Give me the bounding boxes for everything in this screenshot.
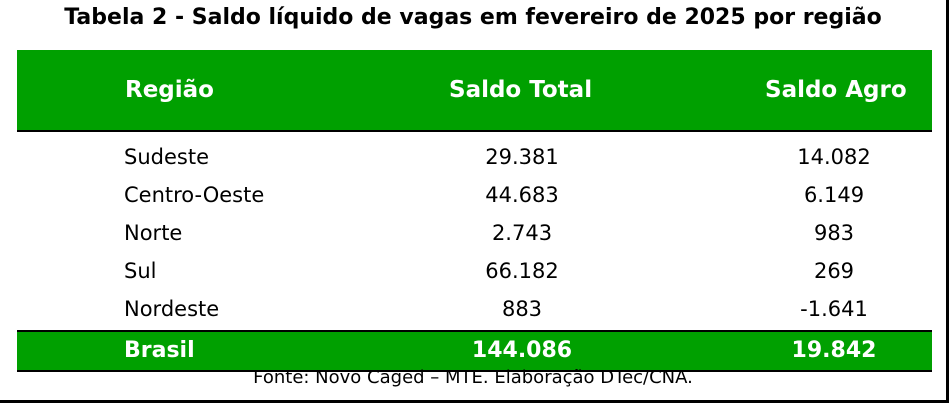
table-row: Sudeste 29.381 14.082	[17, 138, 932, 176]
cell-region: Sul	[124, 259, 157, 283]
table-row: Norte 2.743 983	[17, 214, 932, 252]
cell-saldo-agro: 14.082	[797, 145, 871, 169]
table-row: Nordeste 883 -1.641	[17, 290, 932, 328]
cell-saldo-agro: 269	[813, 259, 855, 283]
cell-saldo-total: 883	[501, 297, 543, 321]
cell-saldo-total: 2.743	[491, 221, 553, 245]
cell-region: Nordeste	[124, 297, 220, 321]
table-row: Sul 66.182 269	[17, 252, 932, 290]
cell-saldo-total: 44.683	[485, 183, 559, 207]
data-table: Região Saldo Total Saldo Agro Sudeste 29…	[17, 50, 932, 372]
table-body: Sudeste 29.381 14.082 Centro-Oeste 44.68…	[17, 132, 932, 328]
table-header: Região Saldo Total Saldo Agro	[17, 50, 932, 132]
cell-saldo-total: 66.182	[485, 259, 559, 283]
cell-region: Centro-Oeste	[124, 183, 265, 207]
cell-saldo-agro: 6.149	[803, 183, 865, 207]
cell-region: Norte	[124, 221, 183, 245]
source-note: Fonte: Novo Caged – MTE. Elaboração DTec…	[253, 367, 693, 388]
total-saldo-agro: 19.842	[791, 338, 877, 363]
table-row: Centro-Oeste 44.683 6.149	[17, 176, 932, 214]
cell-region: Sudeste	[124, 145, 209, 169]
total-row: Brasil 144.086 19.842	[17, 330, 932, 372]
cell-saldo-agro: -1.641	[800, 297, 868, 321]
header-saldo-total: Saldo Total	[449, 77, 593, 103]
cell-saldo-agro: 983	[813, 221, 855, 245]
total-region: Brasil	[124, 338, 195, 363]
cell-saldo-total: 29.381	[485, 145, 559, 169]
header-region: Região	[125, 77, 214, 103]
header-saldo-agro: Saldo Agro	[765, 77, 907, 103]
table-title: Tabela 2 - Saldo líquido de vagas em fev…	[64, 5, 882, 30]
total-saldo-total: 144.086	[471, 338, 573, 363]
